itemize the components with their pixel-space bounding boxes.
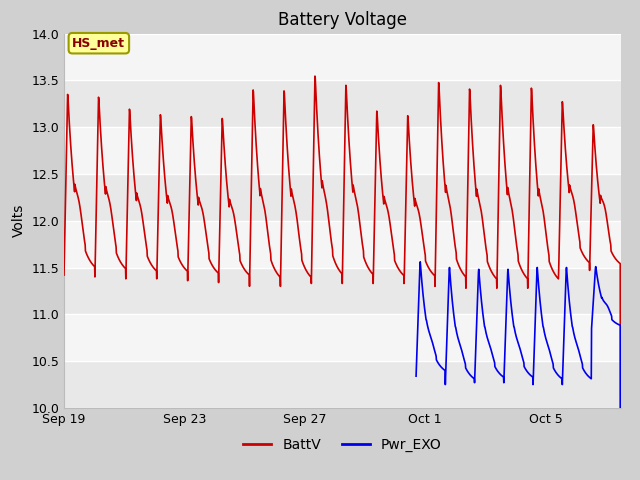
BattV — [331, 259, 339, 265]
BattV — [311, 73, 319, 79]
BattV — [88, 261, 96, 267]
Pwr_EXO — [433, 357, 440, 363]
Line: Pwr_EXO: Pwr_EXO — [416, 262, 621, 480]
BattV — [601, 205, 609, 211]
Bar — [64, 174, 621, 221]
BattV — [601, 204, 609, 210]
Pwr_EXO — [485, 339, 493, 345]
Bar — [64, 361, 621, 408]
Pwr_EXO — [554, 372, 562, 378]
Pwr_EXO — [433, 358, 440, 363]
Bar — [64, 221, 621, 268]
Pwr_EXO — [424, 323, 431, 328]
BattV — [499, 125, 506, 131]
Pwr_EXO — [417, 259, 424, 264]
Bar — [64, 127, 621, 174]
Bar — [64, 267, 621, 314]
BattV — [316, 165, 324, 170]
Bar — [64, 314, 621, 361]
Y-axis label: Volts: Volts — [12, 204, 26, 238]
BattV — [60, 272, 68, 278]
Pwr_EXO — [441, 367, 449, 373]
Title: Battery Voltage: Battery Voltage — [278, 11, 407, 29]
Line: BattV: BattV — [64, 76, 621, 480]
Pwr_EXO — [412, 373, 420, 379]
Legend: BattV, Pwr_EXO: BattV, Pwr_EXO — [238, 432, 447, 457]
Bar — [64, 34, 621, 80]
Bar — [64, 80, 621, 127]
Text: HS_met: HS_met — [72, 36, 125, 50]
